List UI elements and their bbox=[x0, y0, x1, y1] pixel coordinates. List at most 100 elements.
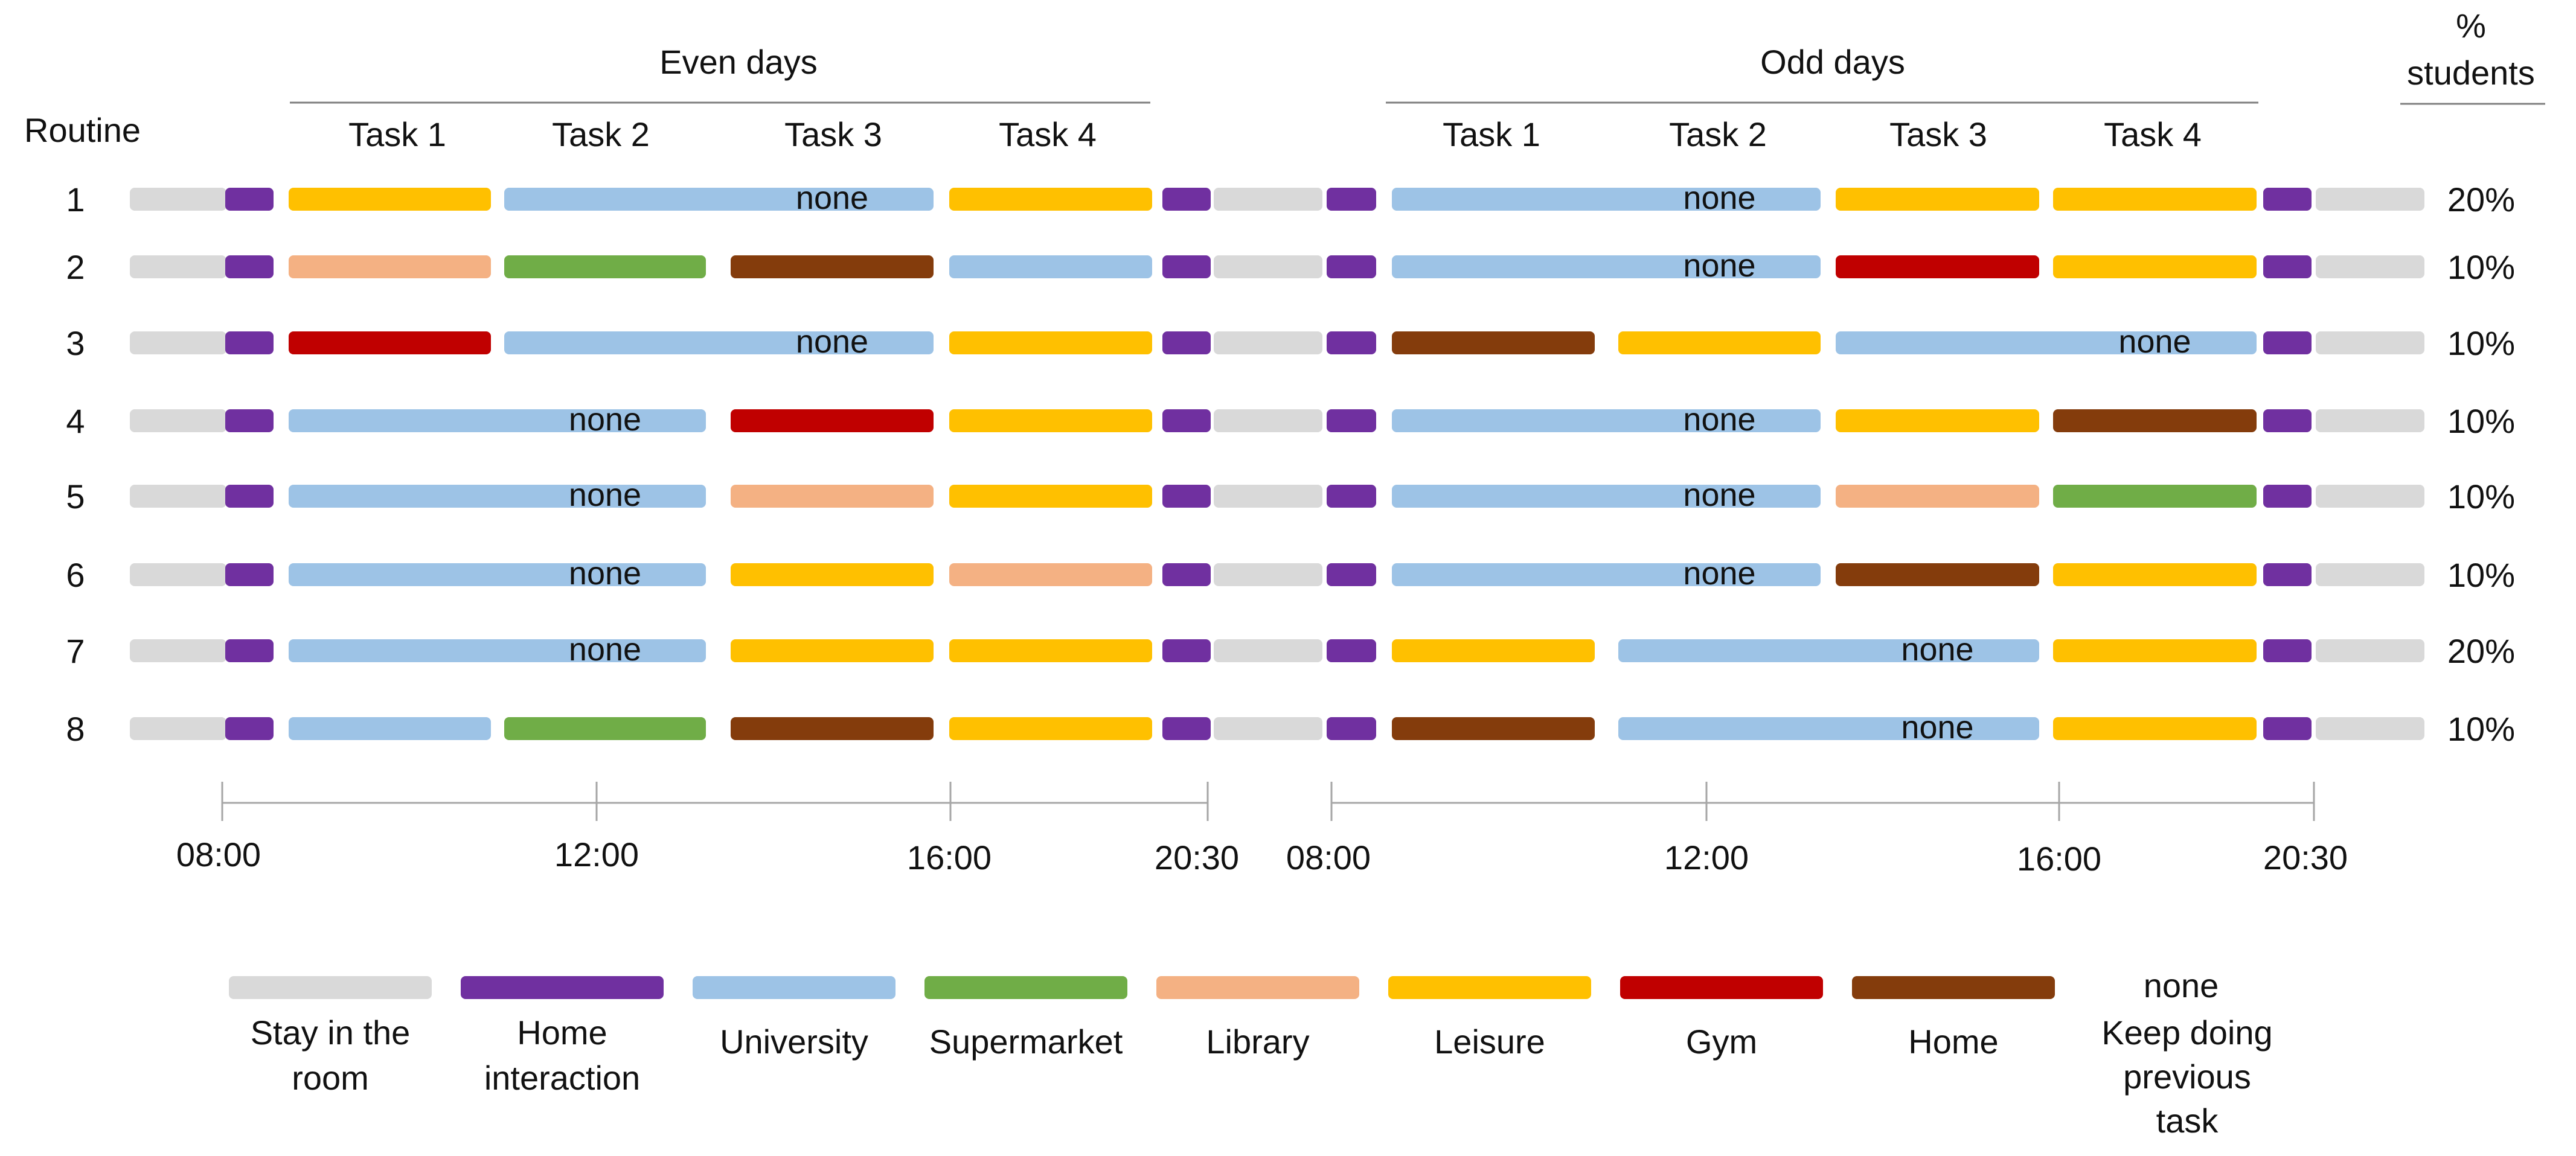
home-interaction-bar bbox=[225, 485, 274, 508]
routine-number: 2 bbox=[66, 248, 85, 286]
even-university-bar bbox=[289, 409, 706, 432]
routine-number: 7 bbox=[66, 632, 85, 670]
home-interaction-bar bbox=[1327, 717, 1376, 740]
odd-home-bar bbox=[1392, 717, 1595, 740]
even-home-bar bbox=[731, 255, 934, 278]
none-label: none bbox=[796, 324, 868, 360]
odd-leisure-bar bbox=[1836, 409, 2039, 432]
stay-in-room-bar bbox=[1214, 409, 1322, 432]
odd-tick-label: 12:00 bbox=[1664, 838, 1749, 877]
legend-swatch bbox=[1388, 976, 1591, 999]
stay-in-room-bar bbox=[1214, 188, 1322, 211]
even-leisure-bar bbox=[289, 188, 491, 211]
none-label: none bbox=[1683, 555, 1755, 592]
even-supermarket-bar bbox=[504, 717, 706, 740]
legend-item-supermarket: Supermarket bbox=[924, 976, 1127, 1061]
legend-label: task bbox=[2156, 1102, 2219, 1140]
legend-swatch bbox=[1620, 976, 1823, 999]
odd-tick-label: 20:30 bbox=[2263, 838, 2348, 877]
home-interaction-bar bbox=[1162, 717, 1211, 740]
routine-number: 3 bbox=[66, 324, 85, 362]
legend-label: University bbox=[720, 1023, 868, 1061]
even-time-axis: 08:00 12:00 16:00 20:30 bbox=[176, 782, 1239, 877]
home-interaction-bar bbox=[1327, 409, 1376, 432]
odd-leisure-bar bbox=[1618, 331, 1821, 354]
legend-swatch bbox=[693, 976, 896, 999]
odd-task4-header: Task 4 bbox=[2104, 115, 2202, 153]
legend-item-none: none Keep doing previous task bbox=[2101, 966, 2272, 1140]
legend: Stay in the room Home interaction University… bbox=[229, 966, 2273, 1140]
odd-home-bar bbox=[1836, 563, 2039, 586]
legend-swatch bbox=[229, 976, 432, 999]
routine-percentage: 10% bbox=[2447, 556, 2515, 594]
even-university-bar bbox=[504, 188, 934, 211]
home-interaction-bar bbox=[1162, 255, 1211, 278]
odd-university-bar bbox=[1392, 188, 1821, 211]
odd-leisure-bar bbox=[1836, 188, 2039, 211]
routine-row-5: 5 10% none none bbox=[66, 477, 2515, 516]
routine-rows: 1 20% none none 2 10% none 3 10% none none 4 10% none… bbox=[66, 180, 2515, 748]
stay-in-room-bar bbox=[130, 485, 226, 508]
none-label: none bbox=[1683, 477, 1755, 513]
odd-home-bar bbox=[1392, 331, 1595, 354]
none-label: none bbox=[569, 555, 641, 592]
even-tick-label: 08:00 bbox=[176, 835, 261, 873]
legend-label: Library bbox=[1206, 1023, 1309, 1061]
even-task2-header: Task 2 bbox=[552, 115, 650, 153]
pct-header-line2: students bbox=[2407, 54, 2535, 92]
home-interaction-bar bbox=[1162, 409, 1211, 432]
stay-in-room-bar bbox=[1214, 255, 1322, 278]
stay-in-room-bar bbox=[130, 563, 226, 586]
routine-percentage: 10% bbox=[2447, 248, 2515, 286]
routine-percentage: 20% bbox=[2447, 632, 2515, 670]
stay-in-room-bar bbox=[2316, 255, 2424, 278]
stay-in-room-bar bbox=[130, 188, 226, 211]
home-interaction-bar bbox=[2263, 331, 2312, 354]
even-leisure-bar bbox=[949, 717, 1152, 740]
stay-in-room-bar bbox=[2316, 331, 2424, 354]
stay-in-room-bar bbox=[1214, 563, 1322, 586]
odd-supermarket-bar bbox=[2053, 485, 2257, 508]
even-leisure-bar bbox=[949, 485, 1152, 508]
legend-label: Home bbox=[1908, 1023, 1998, 1061]
routine-percentage: 10% bbox=[2447, 402, 2515, 440]
home-interaction-bar bbox=[225, 563, 274, 586]
home-interaction-bar bbox=[225, 255, 274, 278]
none-label: none bbox=[569, 477, 641, 513]
odd-university-bar bbox=[1392, 485, 1821, 508]
home-interaction-bar bbox=[1162, 485, 1211, 508]
even-leisure-bar bbox=[949, 331, 1152, 354]
even-library-bar bbox=[949, 563, 1152, 586]
legend-swatch bbox=[1156, 976, 1359, 999]
even-task4-header: Task 4 bbox=[999, 115, 1097, 153]
legend-label: room bbox=[292, 1059, 369, 1097]
even-tick-label: 16:00 bbox=[907, 838, 992, 877]
legend-label: Gym bbox=[1686, 1023, 1757, 1061]
stay-in-room-bar bbox=[2316, 563, 2424, 586]
even-leisure-bar bbox=[731, 563, 934, 586]
stay-in-room-bar bbox=[130, 331, 226, 354]
legend-swatch bbox=[461, 976, 664, 999]
even-gym-bar bbox=[289, 331, 491, 354]
odd-task2-header: Task 2 bbox=[1669, 115, 1767, 153]
home-interaction-bar bbox=[1327, 188, 1376, 211]
legend-item-university: University bbox=[693, 976, 896, 1061]
legend-item-leisure: Leisure bbox=[1388, 976, 1591, 1061]
none-label: none bbox=[569, 401, 641, 438]
even-university-bar bbox=[504, 331, 934, 354]
stay-in-room-bar bbox=[2316, 639, 2424, 662]
routine-number: 5 bbox=[66, 477, 85, 516]
routine-row-8: 8 10% none bbox=[66, 709, 2515, 748]
odd-home-bar bbox=[2053, 409, 2257, 432]
odd-leisure-bar bbox=[1392, 639, 1595, 662]
home-interaction-bar bbox=[1162, 188, 1211, 211]
none-label: none bbox=[1901, 709, 1973, 746]
odd-gym-bar bbox=[1836, 255, 2039, 278]
legend-label: Stay in the bbox=[251, 1014, 411, 1052]
none-label: none bbox=[569, 631, 641, 668]
home-interaction-bar bbox=[1162, 331, 1211, 354]
odd-university-bar bbox=[1618, 717, 2039, 740]
legend-label: interaction bbox=[484, 1059, 640, 1097]
routine-number: 8 bbox=[66, 710, 85, 748]
